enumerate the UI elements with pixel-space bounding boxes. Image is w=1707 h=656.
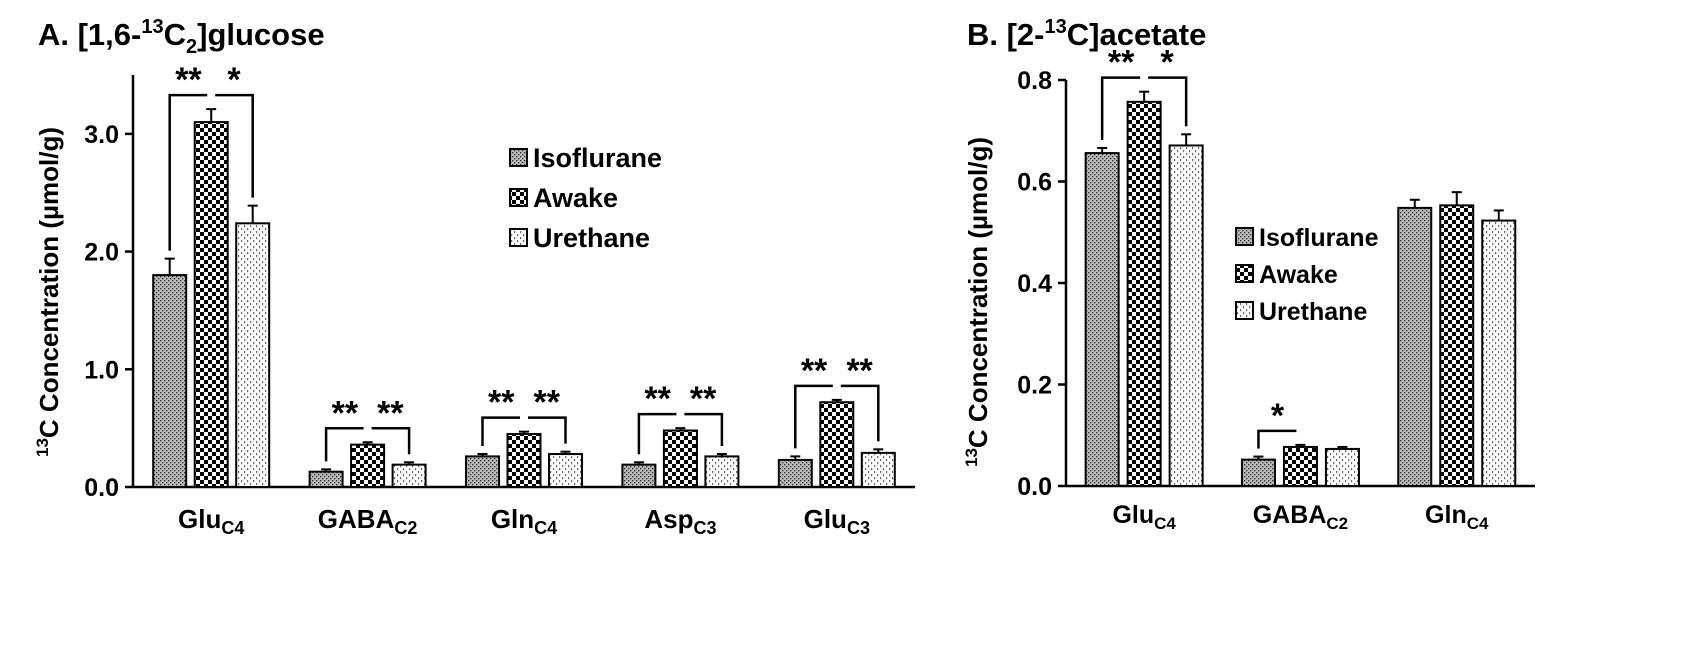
significance-marker: * (1161, 44, 1175, 82)
bar-awake-3 (662, 429, 698, 488)
y-tick-label: 0.6 (1017, 169, 1052, 197)
y-tick-label: 0.8 (1017, 67, 1052, 95)
legend-swatch-urethane (1235, 301, 1254, 320)
significance-marker: ** (846, 352, 873, 390)
legend-label-isoflurane: Isoflurane (1259, 224, 1379, 252)
x-category-label: GluC4 (178, 504, 244, 538)
x-category-label: GluC3 (804, 504, 870, 538)
legend-swatch-isoflurane (509, 148, 528, 167)
significance-bracket (1257, 429, 1297, 449)
y-tick-label: 2.0 (84, 239, 119, 267)
panel-b-title: B. [2-13C]acetate (967, 16, 1206, 52)
significance-marker: ** (377, 394, 404, 432)
panel-b-legend: Isoflurane Awake Urethane (1235, 224, 1379, 326)
bar-isoflurane-1 (308, 470, 344, 489)
significance-bracket (840, 384, 880, 442)
significance-bracket (1100, 76, 1141, 141)
bar-isoflurane-0 (152, 274, 188, 488)
bar-urethane-0 (1168, 144, 1204, 487)
panel-a-title: A. [1,6-13C2]glucose (38, 16, 325, 58)
bar-urethane-0 (235, 222, 271, 488)
significance-marker: ** (534, 384, 561, 422)
significance-marker: * (227, 61, 241, 99)
significance-marker: ** (488, 384, 515, 422)
significance-marker: ** (1108, 44, 1135, 82)
bar-isoflurane-0 (1084, 152, 1120, 488)
significance-bracket (168, 93, 208, 251)
x-category-label: GluC4 (1112, 501, 1176, 533)
bar-isoflurane-2 (465, 455, 500, 489)
significance-bracket (684, 412, 724, 447)
bar-urethane-4 (860, 451, 896, 488)
bar-isoflurane-3 (621, 463, 657, 488)
significance-bracket (637, 412, 677, 455)
bar-urethane-1 (391, 463, 427, 488)
bar-awake-2 (506, 433, 542, 488)
significance-marker: ** (175, 61, 202, 99)
panel-a-legend: Isoflurane Awake Urethane (509, 143, 662, 253)
significance-bracket (794, 384, 833, 449)
y-tick-label: 0.0 (1017, 473, 1052, 501)
legend-label-urethane: Urethane (533, 223, 650, 253)
significance-bracket (528, 416, 567, 444)
x-category-label: GABAC2 (318, 504, 418, 538)
panel-b: B. [2-13C]acetate 13C Concentration (µmo… (962, 16, 1535, 533)
panel-b-y-axis-label: 13C Concentration (µmol/g) (962, 137, 993, 467)
y-tick-label: 0.0 (84, 474, 119, 502)
legend-label-awake: Awake (1259, 261, 1338, 289)
significance-bracket (1148, 76, 1188, 127)
significance-bracket (371, 427, 411, 455)
legend-label-urethane: Urethane (1259, 298, 1367, 326)
panel-a-y-axis-label: 13C Concentration (µmol/g) (33, 127, 64, 457)
significance-marker: * (1271, 397, 1285, 435)
legend-swatch-awake (509, 188, 528, 207)
legend-label-awake: Awake (533, 183, 618, 213)
x-category-label: AspC3 (644, 504, 716, 538)
bar-urethane-2 (1481, 219, 1517, 487)
bar-isoflurane-2 (1397, 206, 1433, 487)
bar-isoflurane-4 (777, 458, 813, 489)
bar-awake-4 (819, 401, 855, 489)
bar-urethane-1 (1324, 447, 1360, 488)
bar-awake-1 (350, 443, 386, 489)
bar-urethane-3 (704, 455, 740, 489)
bar-urethane-2 (548, 453, 583, 489)
y-tick-label: 3.0 (84, 121, 119, 149)
x-category-label: GlnC4 (491, 504, 557, 538)
bar-awake-2 (1439, 204, 1475, 487)
y-tick-label: 1.0 (84, 356, 119, 384)
bar-awake-0 (193, 121, 229, 488)
legend-swatch-awake (1235, 264, 1254, 283)
legend-swatch-isoflurane (1235, 227, 1254, 246)
bar-awake-0 (1126, 100, 1162, 487)
y-tick-label: 0.4 (1017, 270, 1052, 298)
x-category-label: GlnC4 (1425, 501, 1489, 533)
significance-marker: ** (332, 394, 359, 432)
significance-marker: ** (690, 380, 717, 418)
x-category-label: GABAC2 (1253, 501, 1348, 533)
significance-marker: ** (801, 352, 828, 390)
bar-isoflurane-1 (1240, 458, 1276, 487)
legend-label-isoflurane: Isoflurane (533, 143, 662, 173)
significance-bracket (481, 416, 520, 447)
bar-awake-1 (1282, 445, 1318, 487)
significance-bracket (324, 427, 364, 462)
significance-bracket (215, 93, 254, 198)
y-tick-label: 0.2 (1017, 372, 1052, 400)
panel-a: A. [1,6-13C2]glucose 13C Concentration (… (33, 16, 915, 538)
significance-marker: ** (644, 380, 671, 418)
legend-swatch-urethane (509, 228, 528, 247)
